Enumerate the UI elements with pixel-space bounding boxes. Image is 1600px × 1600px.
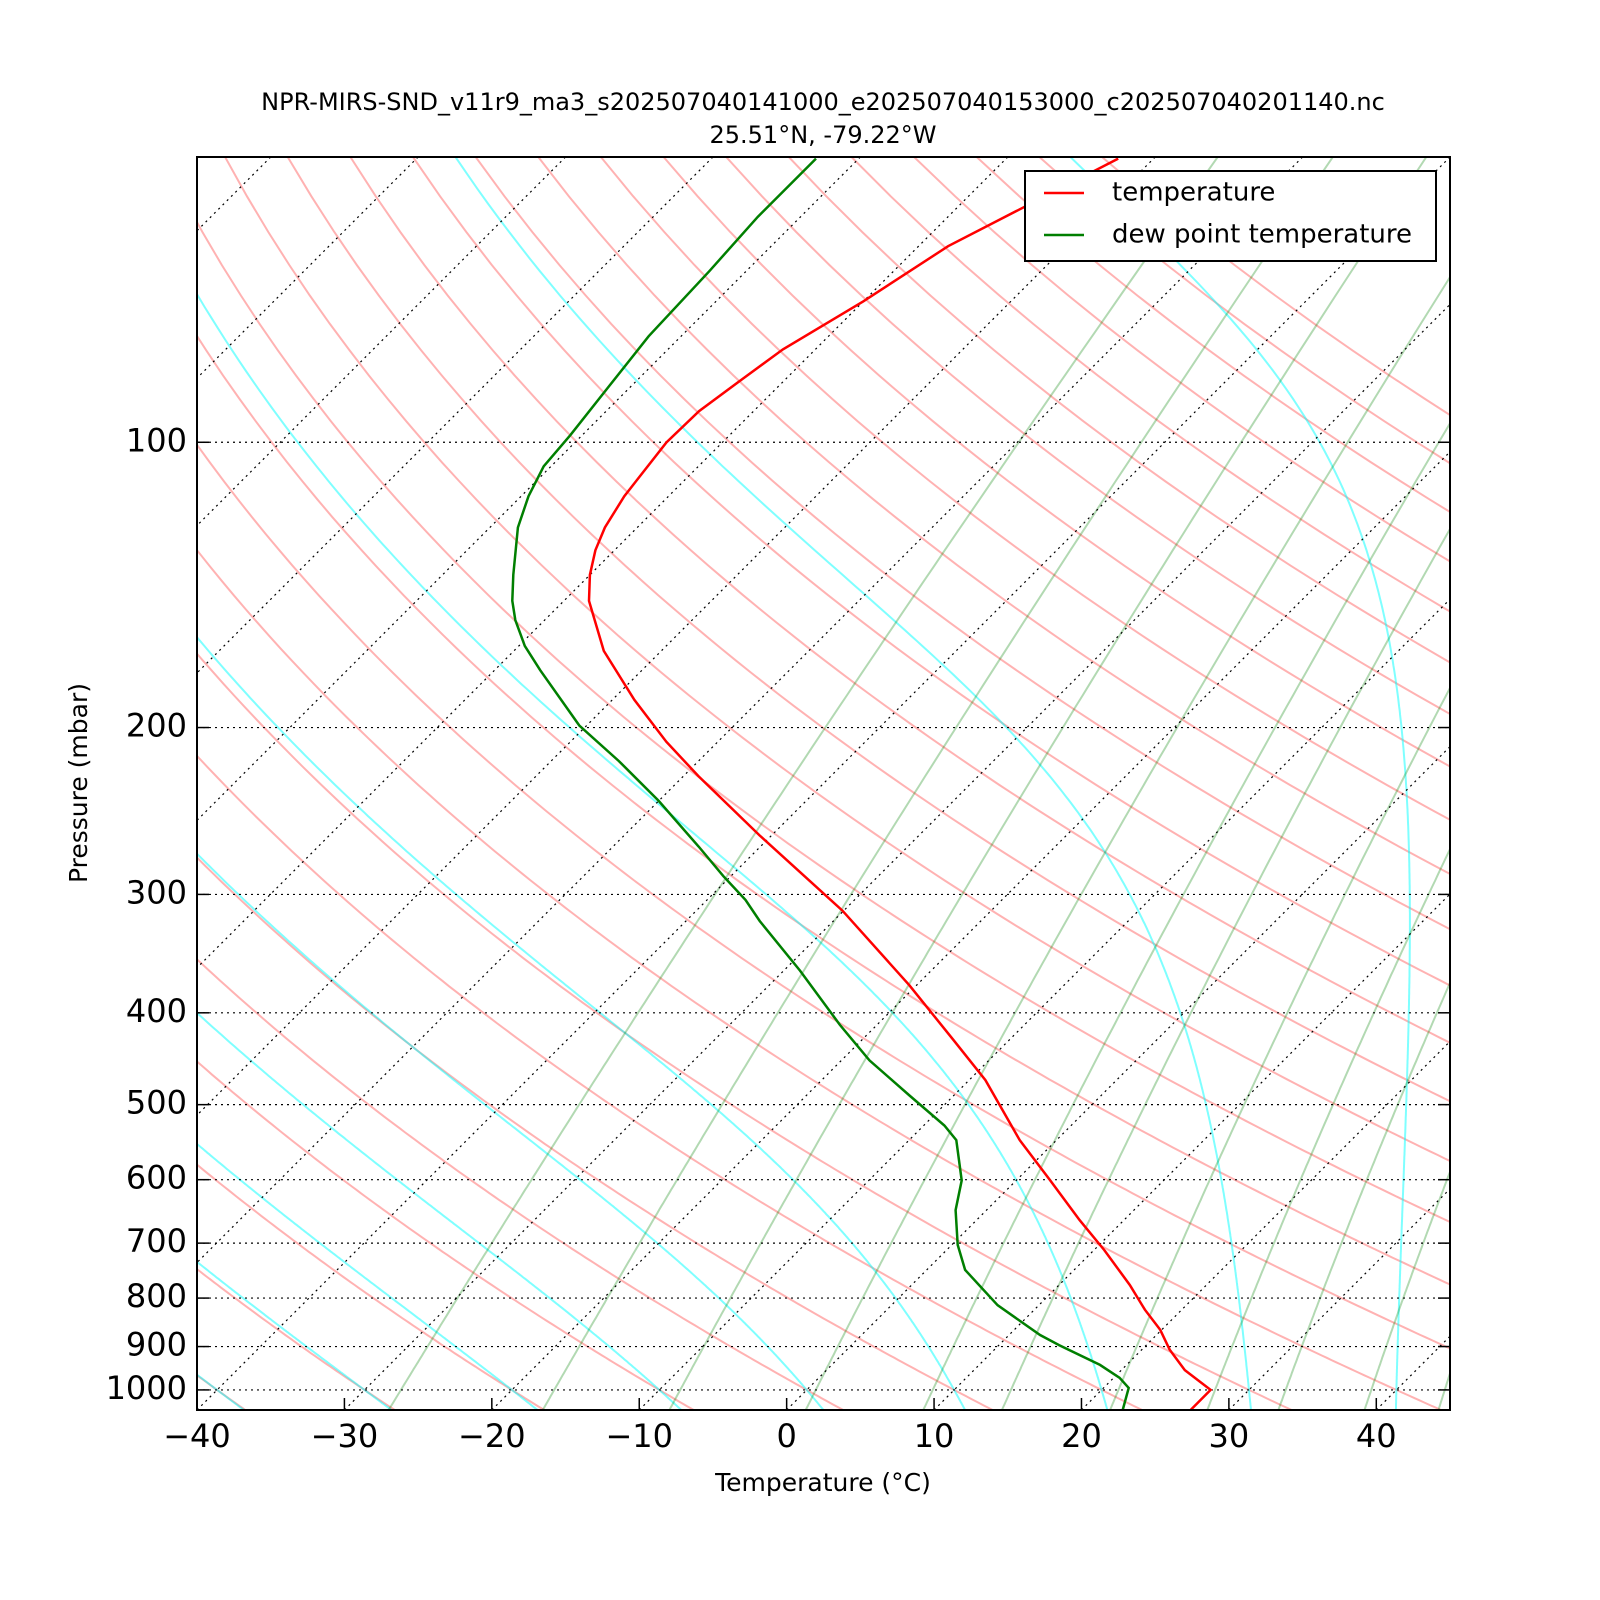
y-tick-label: 700 — [126, 1222, 187, 1260]
legend-box — [1024, 170, 1437, 262]
dry-adiabat — [197, 220, 1450, 1224]
y-tick-label: 400 — [126, 992, 187, 1030]
x-tick-label: 0 — [776, 1417, 796, 1455]
grid-line — [491, 450, 1450, 1410]
dry-adiabat — [197, 754, 1143, 1410]
mixing-ratio-line — [387, 157, 1219, 1410]
grid-line — [786, 745, 1450, 1410]
x-tick-label: 40 — [1356, 1417, 1397, 1455]
isotherm — [197, 157, 714, 674]
mixing-ratio-line — [1001, 526, 1450, 1410]
y-tick-label: 300 — [126, 873, 187, 911]
chart-subtitle: 25.51°N, -79.22°W — [709, 121, 936, 149]
dry-adiabat — [662, 157, 1450, 768]
mixing-ratio-line — [922, 421, 1450, 1410]
moist-adiabat — [197, 1011, 683, 1410]
mixing-ratio-line — [1206, 846, 1450, 1410]
mixing-ratio-line — [804, 275, 1450, 1410]
dry-adiabat — [197, 652, 1293, 1410]
dry-adiabat — [600, 157, 1450, 821]
chart-title: NPR-MIRS-SND_v11r9_ma3_s202507040141000_… — [261, 88, 1385, 116]
moist-adiabat — [454, 157, 1252, 1410]
dry-adiabat — [197, 443, 1450, 1350]
dry-adiabat — [349, 157, 1450, 1044]
x-tick-label: −30 — [311, 1417, 379, 1455]
y-tick-label: 100 — [126, 421, 187, 459]
isotherm — [197, 157, 1156, 1117]
isotherm — [197, 157, 861, 822]
isotherm — [197, 157, 419, 379]
dry-adiabat — [197, 856, 994, 1410]
mixing-ratio-line — [1363, 1169, 1450, 1410]
mixing-ratio-line — [668, 157, 1428, 1410]
y-tick-label: 200 — [126, 707, 187, 745]
moist-adiabat — [197, 852, 825, 1410]
moist-adiabat — [197, 292, 1109, 1410]
x-tick-label: 30 — [1209, 1417, 1250, 1455]
grid-line — [1228, 1188, 1450, 1410]
grid-line — [1081, 1040, 1450, 1410]
grid-line — [343, 303, 1450, 1410]
dry-adiabat — [197, 1267, 396, 1410]
dry-adiabat — [537, 157, 1450, 876]
y-axis-label: Pressure (mbar) — [64, 683, 93, 883]
dry-adiabat — [197, 1060, 695, 1410]
isotherm — [197, 157, 1009, 969]
dry-adiabat — [412, 157, 1450, 987]
isotherm — [197, 157, 1304, 1264]
x-tick-label: 20 — [1061, 1417, 1102, 1455]
plot-frame — [196, 156, 1451, 1411]
dry-adiabat — [197, 334, 1450, 1286]
isotherm — [197, 157, 566, 527]
moist-adiabat — [197, 1260, 393, 1410]
mixing-ratio-line — [1109, 685, 1450, 1410]
moist-adiabat — [197, 1142, 539, 1410]
dry-adiabat — [197, 958, 844, 1410]
moist-adiabat — [1069, 157, 1411, 1410]
profile-line — [511, 157, 1131, 1410]
x-tick-label: −40 — [163, 1417, 231, 1455]
moist-adiabat — [197, 635, 966, 1410]
x-axis-label: Temperature (°C) — [714, 1468, 931, 1497]
x-tick-label: −20 — [458, 1417, 526, 1455]
y-tick-label: 1000 — [106, 1369, 187, 1407]
dry-adiabat — [474, 157, 1450, 931]
x-tick-label: −10 — [605, 1417, 673, 1455]
y-tick-label: 800 — [126, 1277, 187, 1315]
legend-label: temperature — [1112, 178, 1275, 208]
dry-adiabat — [286, 157, 1450, 1103]
profile-line — [587, 157, 1213, 1410]
mixing-ratio-line — [541, 157, 1334, 1410]
x-tick-label: 10 — [914, 1417, 955, 1455]
dry-adiabat — [224, 157, 1450, 1163]
y-tick-label: 900 — [126, 1326, 187, 1364]
dry-adiabat — [197, 1163, 545, 1410]
plot-area — [197, 157, 1450, 1410]
mixing-ratio-line — [1277, 980, 1450, 1410]
grid-line — [638, 598, 1450, 1410]
grid-line — [933, 893, 1450, 1410]
grid-line — [197, 157, 1450, 1410]
y-tick-label: 500 — [126, 1084, 187, 1122]
legend-label: dew point temperature — [1112, 220, 1412, 250]
y-tick-label: 600 — [126, 1159, 187, 1197]
dry-adiabat — [197, 548, 1442, 1410]
